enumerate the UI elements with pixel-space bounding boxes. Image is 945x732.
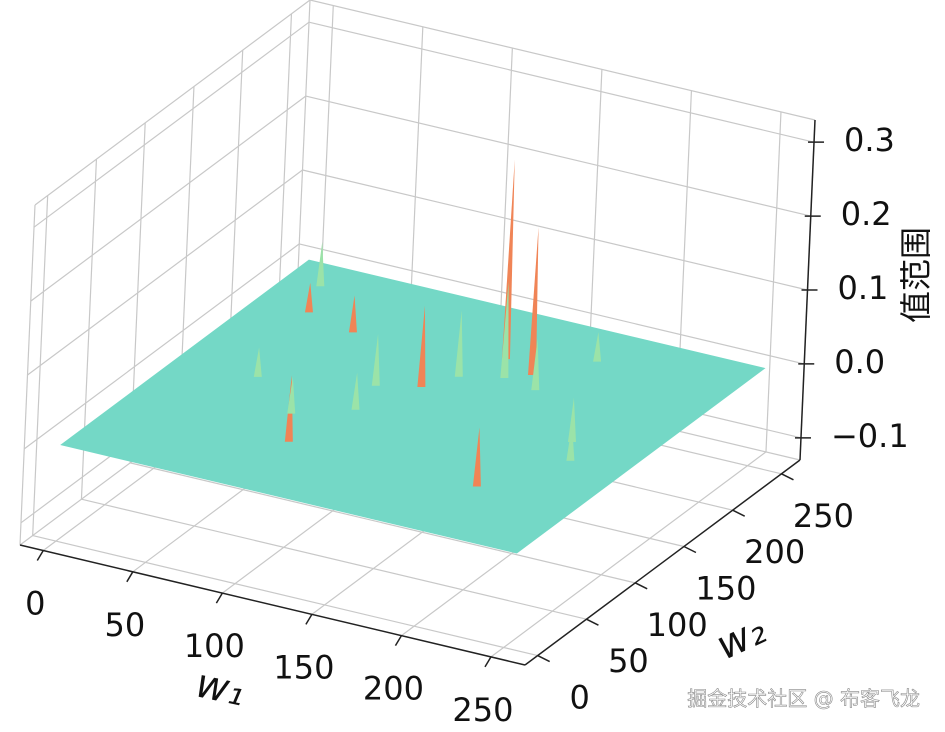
grid-line: [305, 95, 811, 217]
tick-mark: [305, 613, 313, 625]
y-tick-label: 0: [569, 679, 589, 717]
x-tick-label: 100: [184, 627, 245, 665]
tick-mark: [36, 550, 44, 561]
x-tick-label: 50: [104, 606, 145, 644]
peak: [348, 295, 357, 333]
peak: [371, 334, 380, 386]
y-tick-label: 100: [647, 606, 708, 644]
grid-line: [23, 243, 300, 450]
peak: [253, 347, 262, 377]
x-axis-label: w₁: [192, 660, 249, 715]
z-tick-label: 0.1: [838, 269, 889, 307]
peak: [287, 376, 296, 414]
tick-mark: [781, 473, 794, 481]
z-axis-label: 值范围: [897, 227, 935, 323]
x-tick-label: 250: [452, 691, 513, 729]
peak: [593, 332, 602, 362]
z-tick-label: 0.2: [841, 195, 892, 233]
y-tick-label: 250: [793, 497, 854, 535]
tick-mark: [537, 654, 551, 663]
y-tick-label: 200: [744, 533, 805, 571]
tick-mark: [394, 635, 403, 647]
tick-mark: [634, 582, 648, 590]
y-axis-label: w₂: [709, 607, 773, 669]
grid-line: [299, 243, 805, 365]
peak: [566, 423, 575, 461]
peak: [316, 241, 325, 287]
grid-line: [130, 462, 636, 584]
peak: [351, 372, 360, 410]
grid-line: [302, 169, 808, 291]
tick-mark: [683, 545, 697, 554]
peak: [531, 338, 540, 391]
pane-edge: [309, 0, 816, 121]
grid-line: [30, 95, 307, 302]
peak: [567, 397, 576, 442]
grid-line: [32, 534, 538, 657]
peak: [501, 159, 515, 360]
x-axis: [19, 544, 526, 666]
x-tick-label: 200: [363, 670, 424, 708]
x-tick-label: 0: [25, 585, 45, 623]
grid-line: [27, 169, 303, 376]
x-tick-label: 150: [273, 648, 334, 686]
peak: [417, 305, 426, 388]
peak: [528, 227, 539, 375]
grid-line: [81, 498, 587, 620]
peak: [500, 281, 509, 378]
grid-line: [490, 451, 767, 658]
surface: [60, 259, 766, 554]
pane-edge: [34, 0, 311, 206]
y-tick-label: 150: [695, 570, 756, 608]
peak: [304, 282, 313, 313]
z-tick-label: 0.0: [834, 343, 885, 381]
tick-mark: [732, 509, 746, 517]
tick-mark: [586, 618, 599, 626]
peak: [454, 310, 463, 377]
tick-mark: [484, 656, 492, 668]
z-tick-label: −0.1: [831, 417, 909, 455]
z-tick-label: 0.3: [844, 121, 895, 159]
y-tick-label: 50: [608, 642, 649, 680]
grid-line: [33, 21, 310, 228]
tick-mark: [126, 571, 134, 583]
watermark: 掘金技术社区 @ 布客飞龙: [687, 687, 920, 711]
peak: [472, 427, 481, 487]
y-axis: [524, 459, 801, 666]
grid-line: [308, 21, 815, 143]
tick-mark: [215, 592, 224, 604]
